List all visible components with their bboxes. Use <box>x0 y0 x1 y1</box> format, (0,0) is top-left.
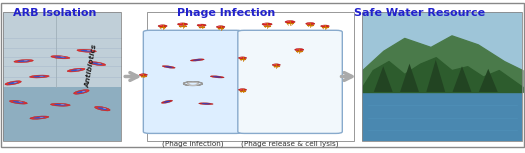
Ellipse shape <box>13 101 24 103</box>
Ellipse shape <box>33 76 46 77</box>
Ellipse shape <box>70 69 82 71</box>
Ellipse shape <box>74 90 89 94</box>
Ellipse shape <box>198 24 201 25</box>
Ellipse shape <box>34 117 45 119</box>
Ellipse shape <box>218 26 220 27</box>
Ellipse shape <box>54 104 67 106</box>
Ellipse shape <box>197 24 206 26</box>
Ellipse shape <box>162 66 175 68</box>
Ellipse shape <box>67 68 85 72</box>
Ellipse shape <box>9 100 27 104</box>
Text: Antibiotics: Antibiotics <box>85 44 98 88</box>
Ellipse shape <box>210 76 224 78</box>
Ellipse shape <box>190 59 204 61</box>
Ellipse shape <box>98 63 101 64</box>
Ellipse shape <box>177 23 187 26</box>
Ellipse shape <box>193 59 202 61</box>
Ellipse shape <box>306 22 315 25</box>
Ellipse shape <box>82 91 85 92</box>
Ellipse shape <box>55 56 66 58</box>
FancyBboxPatch shape <box>1 3 524 147</box>
Text: (Phage release & cell lysis): (Phage release & cell lysis) <box>242 141 339 147</box>
Ellipse shape <box>139 74 148 76</box>
Ellipse shape <box>5 81 22 85</box>
Polygon shape <box>479 69 498 92</box>
Text: Phage Infection: Phage Infection <box>176 8 275 18</box>
Ellipse shape <box>141 74 143 75</box>
Ellipse shape <box>285 21 295 23</box>
Ellipse shape <box>164 101 170 103</box>
Ellipse shape <box>238 57 247 59</box>
FancyBboxPatch shape <box>3 12 121 87</box>
Ellipse shape <box>161 100 173 103</box>
Ellipse shape <box>321 25 329 27</box>
Polygon shape <box>426 60 445 92</box>
Ellipse shape <box>198 103 213 105</box>
Ellipse shape <box>92 62 102 65</box>
Ellipse shape <box>17 60 30 62</box>
Ellipse shape <box>264 23 267 24</box>
Text: Safe Water Resource: Safe Water Resource <box>354 8 486 18</box>
Ellipse shape <box>202 103 211 104</box>
Ellipse shape <box>295 49 304 51</box>
Ellipse shape <box>160 25 162 26</box>
Ellipse shape <box>262 23 272 26</box>
Polygon shape <box>374 66 393 92</box>
Ellipse shape <box>213 76 222 78</box>
Ellipse shape <box>287 21 290 22</box>
Text: (Phage infection): (Phage infection) <box>162 141 224 147</box>
Ellipse shape <box>51 56 70 59</box>
Ellipse shape <box>29 75 49 78</box>
Ellipse shape <box>30 116 49 119</box>
Ellipse shape <box>240 89 243 90</box>
Ellipse shape <box>39 117 44 118</box>
Ellipse shape <box>94 106 110 111</box>
Ellipse shape <box>238 89 247 91</box>
Ellipse shape <box>98 107 107 110</box>
Ellipse shape <box>272 64 280 66</box>
Ellipse shape <box>76 69 80 70</box>
Ellipse shape <box>240 57 243 58</box>
Ellipse shape <box>87 50 91 51</box>
Ellipse shape <box>24 60 28 61</box>
Polygon shape <box>453 66 471 92</box>
Polygon shape <box>400 64 419 92</box>
Ellipse shape <box>50 103 70 106</box>
FancyBboxPatch shape <box>238 30 342 133</box>
FancyBboxPatch shape <box>3 87 121 141</box>
Text: ARB Isolation: ARB Isolation <box>14 8 97 18</box>
Ellipse shape <box>60 104 65 105</box>
FancyBboxPatch shape <box>362 92 522 141</box>
Ellipse shape <box>8 82 18 84</box>
FancyBboxPatch shape <box>143 30 243 133</box>
FancyBboxPatch shape <box>147 12 354 141</box>
Ellipse shape <box>274 64 276 65</box>
FancyBboxPatch shape <box>362 12 522 92</box>
Ellipse shape <box>18 101 23 102</box>
Ellipse shape <box>103 108 106 109</box>
Ellipse shape <box>80 50 93 52</box>
Ellipse shape <box>14 60 33 63</box>
Ellipse shape <box>89 62 106 66</box>
Ellipse shape <box>216 26 225 28</box>
Ellipse shape <box>77 91 86 93</box>
Ellipse shape <box>14 82 17 83</box>
Ellipse shape <box>77 49 96 52</box>
Ellipse shape <box>179 23 182 24</box>
Ellipse shape <box>165 66 173 68</box>
Ellipse shape <box>158 25 167 27</box>
Ellipse shape <box>322 25 324 26</box>
